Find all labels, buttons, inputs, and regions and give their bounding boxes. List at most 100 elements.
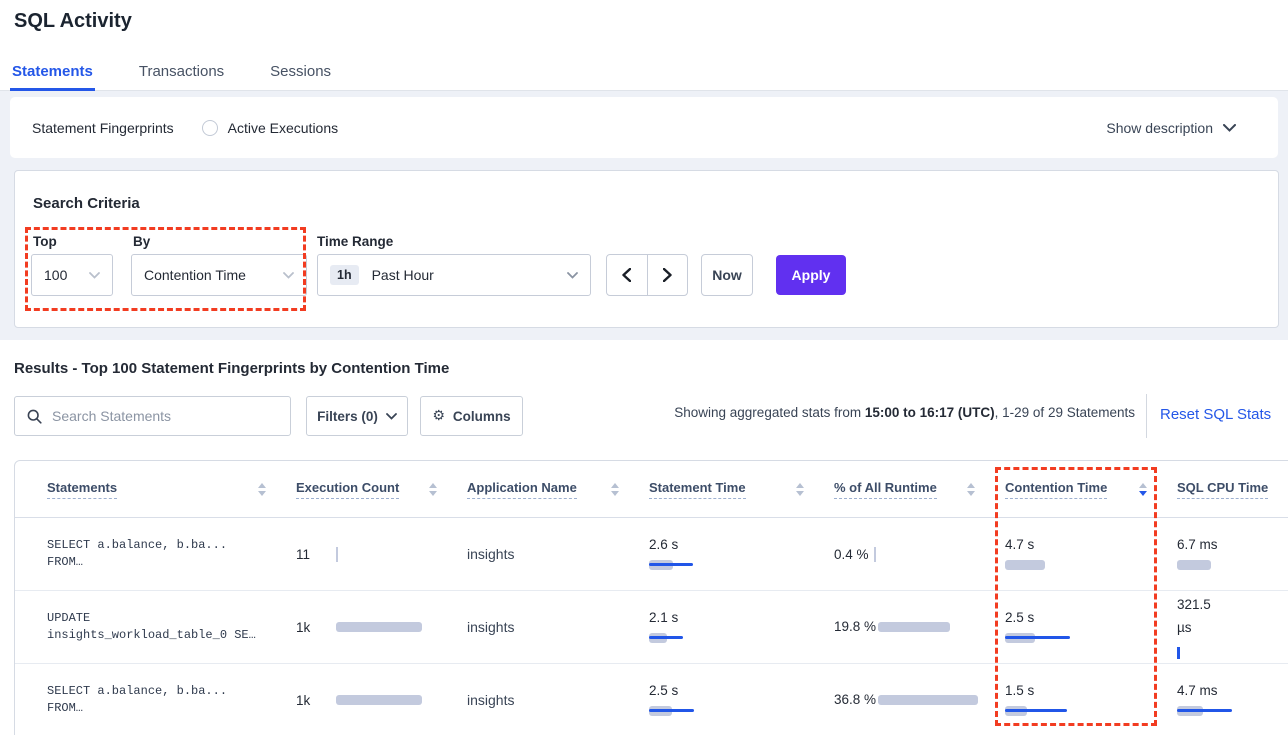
sort-icon[interactable] [1139,482,1147,496]
column-header-label[interactable]: Statement Time [649,480,746,499]
sort-icon[interactable] [429,482,437,496]
bar-blue-line [1005,636,1070,639]
statement-fingerprint-link[interactable]: UPDATE insights_workload_table_0 SE… [47,610,296,644]
value-bar [1005,631,1177,645]
time-range-select[interactable]: 1h Past Hour [317,254,591,296]
now-button[interactable]: Now [701,254,753,296]
metric-cell-statement_time: 2.1 s [649,610,834,645]
tab-transactions[interactable]: Transactions [138,63,225,80]
metric-value: 6.7 ms [1177,536,1218,552]
chevron-down-icon [385,412,397,420]
application-name-cell: insights [467,546,515,562]
column-header-label[interactable]: SQL CPU Time [1177,480,1269,499]
value-bar [336,693,422,707]
chevron-down-icon [1223,123,1236,132]
show-description-toggle[interactable]: Show description [1106,97,1236,158]
application-name-cell: insights [467,619,515,635]
value-bar [874,546,876,562]
sort-icon[interactable] [967,482,975,496]
chevron-right-icon [662,268,672,282]
sort-down-arrow [258,490,266,496]
tab-sessions[interactable]: Sessions [270,63,332,80]
chevron-left-icon [622,268,632,282]
tab-statements[interactable]: Statements [10,57,95,91]
metric-value: 1k [296,692,311,708]
bar-gray-segment [878,695,978,705]
previous-time-button[interactable] [607,255,648,295]
metric-value: 36.8 % [834,691,877,707]
filters-label: Filters (0) [317,408,378,424]
top-select[interactable]: 100 [31,254,113,296]
sort-icon[interactable] [611,482,619,496]
reset-sql-stats-link[interactable]: Reset SQL Stats [1160,406,1272,423]
radio-active-executions[interactable]: Active Executions [201,119,339,136]
time-range-badge: 1h [330,265,359,285]
chevron-down-icon [283,271,294,279]
metric-value: 4.7 s [1005,536,1035,552]
bar-gray-segment [336,695,422,705]
metric-value: 19.8 % [834,618,877,634]
showing-stats-text: Showing aggregated stats from 15:00 to 1… [674,405,1135,420]
time-range-label: Time Range [317,234,394,249]
apply-button[interactable]: Apply [776,255,846,295]
bar-gray-segment [878,622,950,632]
column-header-contention_time: Contention Time [1005,480,1177,499]
gear-icon: ⚙ [432,408,445,424]
column-header-label[interactable]: % of All Runtime [834,480,937,499]
value-bar [878,620,950,634]
sort-icon[interactable] [796,482,804,496]
column-header-label[interactable]: Statements [47,480,118,499]
statement-fingerprint-link[interactable]: SELECT a.balance, b.ba... FROM… [47,683,296,717]
sort-up-arrow [796,482,804,488]
metric-cell-execution_count: 11 [296,546,467,562]
value-bar [1177,646,1288,660]
statement-line: FROM… [47,701,84,715]
sort-up-arrow [1139,482,1147,488]
columns-button[interactable]: ⚙ Columns [420,396,523,436]
metric-cell-pct_runtime: 0.4 % [834,546,1005,562]
columns-label: Columns [452,408,511,424]
metric-cell-pct_runtime: 36.8 % [834,689,1005,712]
bar-tick [1177,646,1180,659]
filters-button[interactable]: Filters (0) [306,396,408,436]
metric-value: 2.1 s [649,609,679,625]
table-row: UPDATE insights_workload_table_0 SE… 1k ins… [15,591,1288,664]
bar-tick [874,546,876,562]
value-bar [1005,558,1177,572]
metric-value: 1k [296,619,311,635]
metric-cell-sql_cpu_time: 6.7 ms [1177,537,1288,572]
sort-icon[interactable] [258,482,266,496]
radio-label: Active Executions [227,119,339,136]
value-bar [1005,704,1177,718]
bar-blue-line [1177,709,1232,712]
metric-cell-contention_time: 2.5 s [1005,610,1177,645]
search-input[interactable] [52,408,278,424]
statement-fingerprint-link[interactable]: SELECT a.balance, b.ba... FROM… [47,537,296,571]
value-bar [1177,558,1288,572]
search-criteria-card: Search Criteria Top By Time Range 100 Co… [14,170,1279,328]
chevron-down-icon [567,271,578,279]
column-header-label[interactable]: Contention Time [1005,480,1108,499]
column-header-statement_time: Statement Time [649,480,834,499]
by-select[interactable]: Contention Time [131,254,307,296]
value-bar [336,620,422,634]
sort-up-arrow [258,482,266,488]
toolbar-divider [1146,394,1147,438]
column-header-label[interactable]: Application Name [467,480,577,499]
view-toggle-card: Statement Fingerprints Active Executions… [10,97,1278,222]
bar-blue-line [1005,709,1067,712]
value-bar [878,693,978,707]
metric-value: 11 [296,546,311,562]
statement-line: insights_workload_table_0 SE… [47,628,256,642]
metric-value: 2.6 s [649,536,679,552]
next-time-button[interactable] [648,255,688,295]
radio-statement-fingerprints[interactable]: Statement Fingerprints [32,119,174,222]
radio-unselected-icon [201,119,218,136]
bar-blue-line [649,636,683,639]
radio-label: Statement Fingerprints [32,119,174,136]
sort-down-arrow [1139,490,1147,496]
statement-line: SELECT a.balance, b.ba... [47,684,228,698]
column-header-label[interactable]: Execution Count [296,480,400,499]
metric-value: 2.5 s [649,682,679,698]
column-header-application: Application Name [467,480,649,499]
